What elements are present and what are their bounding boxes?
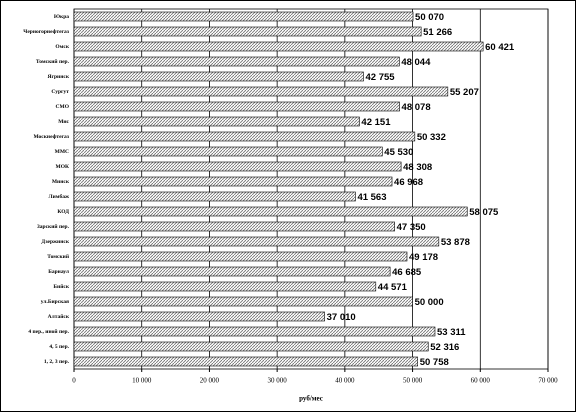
x-tick-label: 40 000 <box>335 377 355 385</box>
bar <box>73 176 393 187</box>
x-tick-label: 30 000 <box>268 377 288 385</box>
bar <box>73 311 325 322</box>
y-tick-label: МОК <box>56 164 69 170</box>
y-tick-label: Томский пер. <box>36 58 70 65</box>
y-tick-label: Дзержинск <box>41 239 69 245</box>
value-label: 48 044 <box>401 57 431 68</box>
value-label: 60 421 <box>485 42 515 53</box>
bar <box>73 326 436 337</box>
value-label: 58 075 <box>469 207 499 218</box>
y-tick-label: КОД <box>57 209 69 215</box>
y-tick-label: Минск <box>52 179 70 185</box>
value-label: 42 151 <box>361 117 391 128</box>
bar <box>73 356 419 367</box>
value-label: 51 266 <box>423 27 452 38</box>
value-label: 50 758 <box>420 357 449 368</box>
bar <box>73 71 364 82</box>
value-label: 49 178 <box>409 252 438 263</box>
y-tick-label: Сургут <box>51 89 69 95</box>
plot-area <box>73 8 549 370</box>
value-label: 42 755 <box>366 72 396 83</box>
x-tick-label: 20 000 <box>200 377 220 385</box>
x-tick-label: 60 000 <box>471 377 491 385</box>
y-tick-label: Лимбаж <box>48 193 69 200</box>
y-tick-label: Москнефтегаз <box>33 133 69 140</box>
bar <box>73 221 395 232</box>
bar <box>73 26 422 37</box>
bar <box>73 146 383 157</box>
x-tick-label: 0 <box>72 377 76 385</box>
bar <box>73 341 429 352</box>
value-label: 44 571 <box>378 282 408 293</box>
y-tick-label: Алтайск <box>48 313 70 320</box>
y-tick-label: 4 пер., иной пер. <box>28 328 69 335</box>
y-tick-label: Омск <box>55 44 69 50</box>
x-axis-label: руб/мес <box>299 395 323 403</box>
value-label: 48 308 <box>403 162 432 173</box>
value-label: 48 078 <box>402 102 431 113</box>
value-label: 53 311 <box>437 327 466 338</box>
bar <box>73 206 468 217</box>
value-label: 37 010 <box>327 312 356 323</box>
bar <box>73 86 449 97</box>
y-tick-label: ММС <box>55 149 69 155</box>
bar <box>73 296 413 307</box>
y-tick-label: Барнаул <box>48 269 69 275</box>
y-tick-label: Бийск <box>53 283 69 290</box>
bar <box>73 56 400 67</box>
value-label: 53 878 <box>441 237 470 248</box>
value-label: 55 207 <box>450 87 479 98</box>
bar <box>73 101 400 112</box>
bar <box>73 251 408 262</box>
value-label: 50 070 <box>415 12 444 23</box>
bar <box>73 266 391 277</box>
y-tick-label: Ягринск <box>48 74 70 80</box>
value-label: 45 530 <box>384 147 413 158</box>
bar <box>73 131 416 142</box>
bar <box>73 191 356 202</box>
x-tick-label: 50 000 <box>403 377 423 385</box>
bar <box>73 161 402 172</box>
bar <box>73 116 360 127</box>
value-label: 46 968 <box>394 177 423 188</box>
value-label: 50 332 <box>417 132 446 143</box>
y-tick-label: Юкра <box>54 14 69 20</box>
y-tick-label: 1, 2, 3 пер. <box>44 359 70 365</box>
x-tick-label: 70 000 <box>538 377 558 385</box>
bar <box>73 11 414 22</box>
y-tick-label: Зарский пер. <box>37 223 70 230</box>
y-tick-label: ул.Бирская <box>41 299 69 305</box>
y-tick-label: Томский <box>47 253 70 260</box>
bar <box>73 236 440 247</box>
x-tick-label: 10 000 <box>132 377 152 385</box>
y-tick-label: СМО <box>56 104 70 110</box>
value-label: 46 685 <box>392 267 422 278</box>
value-label: 52 316 <box>430 342 459 353</box>
value-label: 50 000 <box>415 297 444 308</box>
y-tick-label: Мнс <box>58 119 69 125</box>
value-label: 41 563 <box>357 192 386 203</box>
y-tick-label: 4, 5 пер. <box>49 344 69 350</box>
value-label: 47 350 <box>397 222 426 233</box>
bar <box>73 41 484 52</box>
bar <box>73 281 377 292</box>
y-tick-label: Черногорнефтегаз <box>23 28 69 35</box>
